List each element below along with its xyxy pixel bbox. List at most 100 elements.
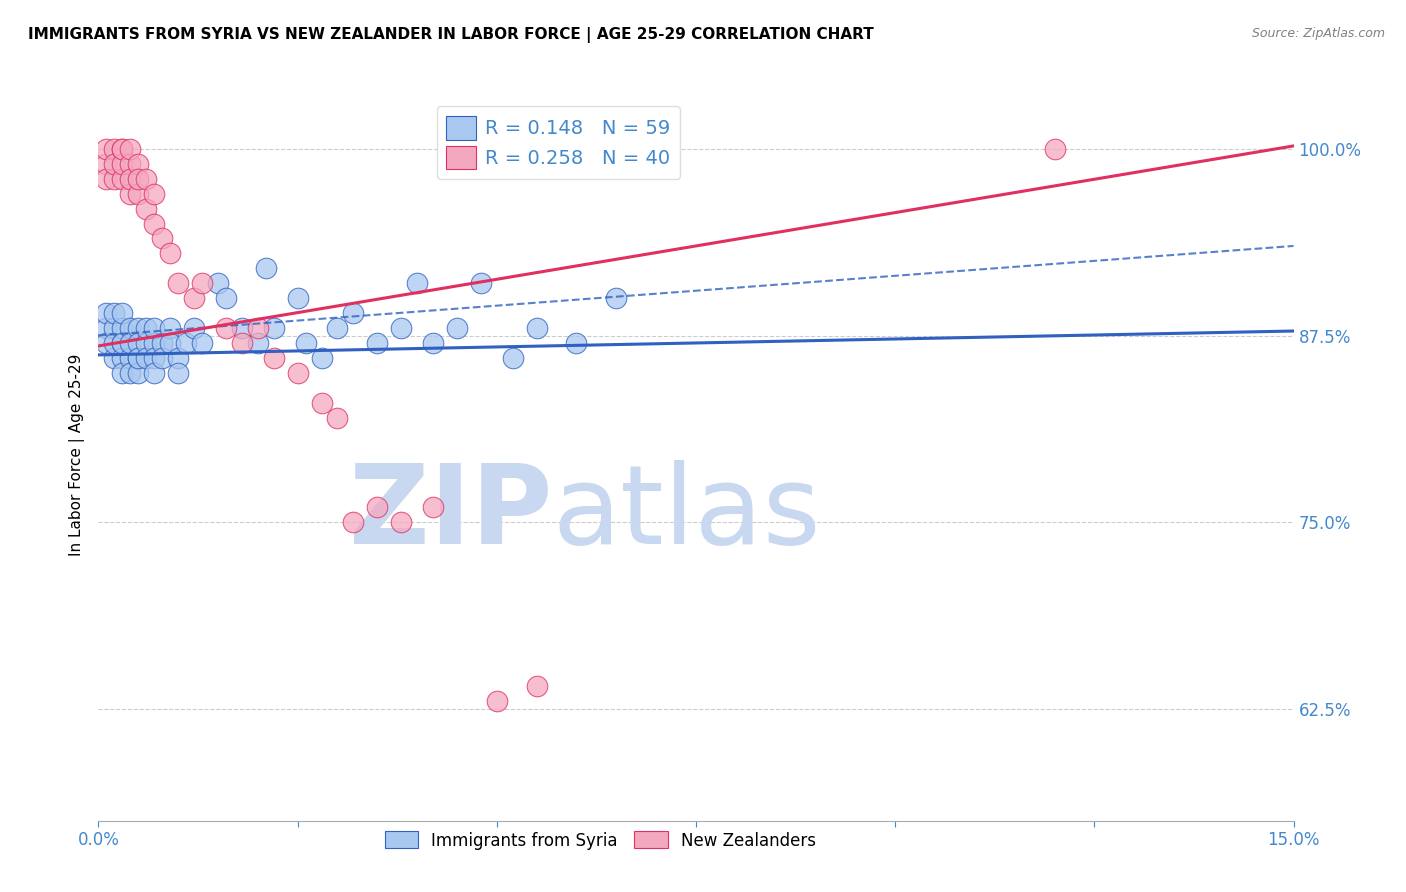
Point (143, 366, 166, 380)
Point (159, 246, 181, 260)
Point (526, 321, 548, 335)
Point (191, 277, 214, 291)
Point (111, 321, 134, 335)
Point (150, 231, 173, 245)
Point (287, 291, 309, 305)
Point (143, 217, 166, 231)
Point (111, 335, 134, 350)
Point (127, 351, 149, 365)
Point (485, 694, 508, 708)
Point (120, 157, 142, 171)
Point (127, 366, 149, 380)
Point (127, 171, 149, 186)
Point (135, 171, 157, 186)
Point (96, 321, 118, 335)
Point (111, 171, 134, 186)
Y-axis label: In Labor Force | Age 25-29: In Labor Force | Age 25-29 (69, 354, 84, 556)
Point (263, 351, 285, 365)
Point (103, 321, 125, 335)
Text: IMMIGRANTS FROM SYRIA VS NEW ZEALANDER IN LABOR FORCE | AGE 25-29 CORRELATION CH: IMMIGRANTS FROM SYRIA VS NEW ZEALANDER I… (28, 27, 875, 43)
Point (103, 171, 125, 186)
Point (111, 142, 134, 156)
Point (103, 157, 125, 171)
Point (120, 366, 142, 380)
Point (246, 321, 269, 335)
Point (191, 335, 214, 350)
Point (183, 321, 205, 335)
Point (111, 157, 134, 171)
Point (120, 186, 142, 201)
Point (96, 142, 118, 156)
Point (342, 306, 364, 320)
Point (120, 335, 142, 350)
Point (143, 321, 166, 335)
Point (150, 335, 173, 350)
Point (311, 351, 333, 365)
Point (470, 277, 492, 291)
Point (135, 351, 157, 365)
Point (96, 335, 118, 350)
Legend: Immigrants from Syria, New Zealanders: Immigrants from Syria, New Zealanders (378, 825, 823, 856)
Point (127, 321, 149, 335)
Point (111, 351, 134, 365)
Point (366, 500, 388, 515)
Point (135, 202, 157, 216)
Point (246, 335, 269, 350)
Point (605, 291, 627, 305)
Point (127, 335, 149, 350)
Point (120, 321, 142, 335)
Point (127, 186, 149, 201)
Point (183, 291, 205, 305)
Point (174, 335, 197, 350)
Text: ZIP: ZIP (349, 460, 553, 567)
Point (406, 277, 429, 291)
Point (389, 321, 412, 335)
Point (294, 335, 316, 350)
Text: atlas: atlas (553, 460, 821, 567)
Point (231, 321, 253, 335)
Point (135, 335, 157, 350)
Point (326, 321, 349, 335)
Point (326, 410, 349, 425)
Point (103, 351, 125, 365)
Point (1043, 142, 1066, 156)
Point (311, 395, 333, 409)
Point (96, 157, 118, 171)
Point (103, 306, 125, 320)
Point (167, 366, 190, 380)
Point (127, 157, 149, 171)
Point (111, 306, 134, 320)
Point (167, 277, 190, 291)
Point (143, 186, 166, 201)
Point (263, 321, 285, 335)
Point (120, 142, 142, 156)
Point (103, 142, 125, 156)
Point (254, 261, 277, 276)
Point (111, 366, 134, 380)
Point (342, 515, 364, 529)
Point (143, 335, 166, 350)
Point (215, 321, 238, 335)
Point (135, 321, 157, 335)
Point (127, 351, 149, 365)
Text: Source: ZipAtlas.com: Source: ZipAtlas.com (1251, 27, 1385, 40)
Point (167, 351, 190, 365)
Point (422, 335, 444, 350)
Point (120, 171, 142, 186)
Point (111, 335, 134, 350)
Point (207, 277, 229, 291)
Point (231, 335, 253, 350)
Point (143, 351, 166, 365)
Point (565, 335, 588, 350)
Point (159, 321, 181, 335)
Point (96, 171, 118, 186)
Point (159, 335, 181, 350)
Point (96, 306, 118, 320)
Point (111, 142, 134, 156)
Point (422, 500, 444, 515)
Point (502, 351, 524, 365)
Point (120, 351, 142, 365)
Point (103, 335, 125, 350)
Point (366, 335, 388, 350)
Point (150, 351, 173, 365)
